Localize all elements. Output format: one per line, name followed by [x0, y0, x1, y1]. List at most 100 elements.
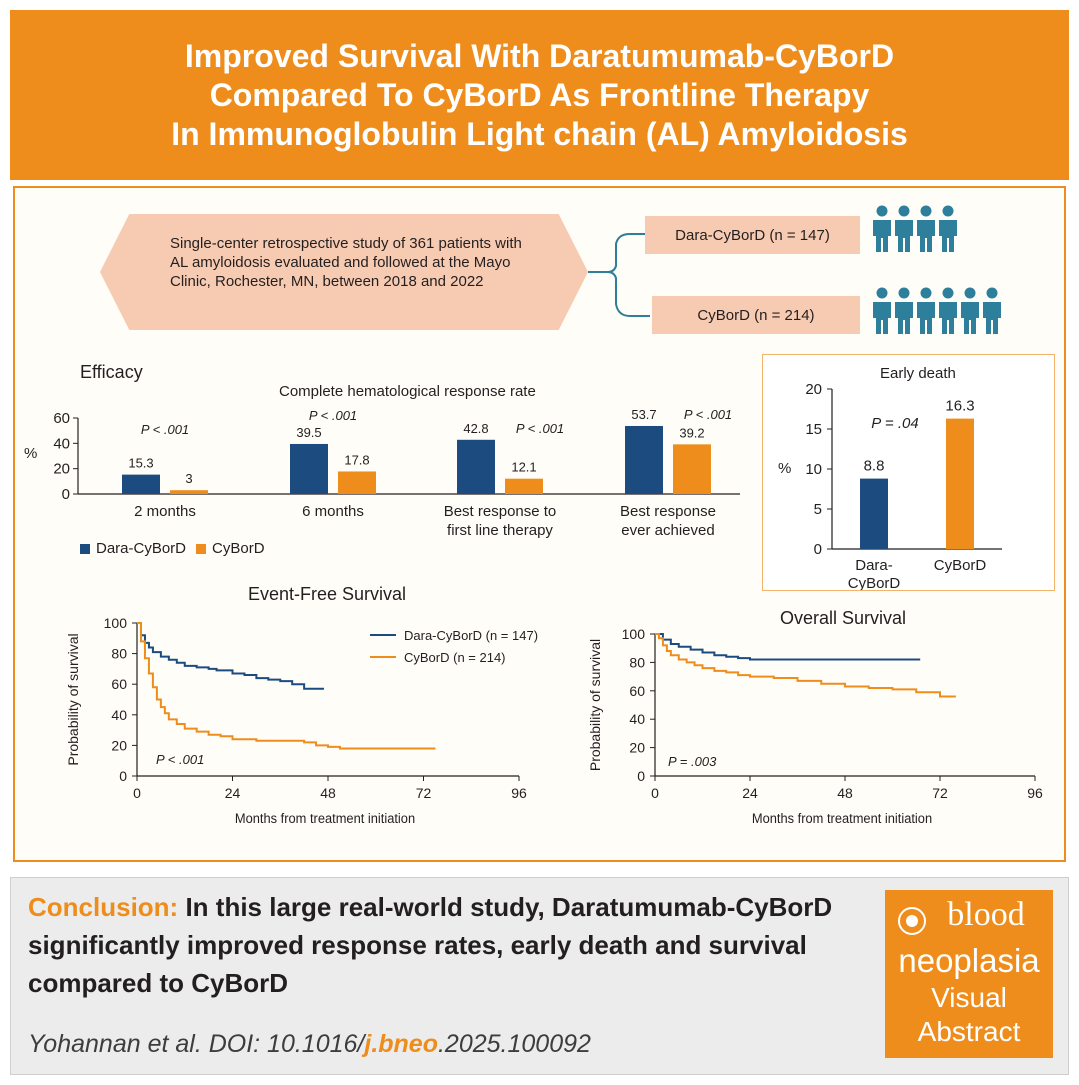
legend-label-dara: Dara-CyBorD	[96, 540, 187, 557]
x-tick-label: 24	[742, 785, 758, 801]
journal-brand-box: blood neoplasia Visual Abstract	[885, 890, 1053, 1058]
y-axis-label: %	[778, 460, 791, 477]
people-icon	[873, 205, 957, 252]
y-axis-label: %	[24, 445, 37, 462]
efs-km-chart: 0 20 40 60 80 100 0 24 48 72 96 Months from treatme…	[65, 615, 538, 827]
category-label: CyBorD	[934, 557, 987, 574]
title-banner: Improved Survival With Daratumumab-CyBor…	[10, 10, 1069, 180]
y-tick-label: 20	[53, 461, 70, 478]
bar-value-label: 17.8	[344, 452, 369, 467]
y-tick-label: 0	[637, 768, 645, 784]
category-label: 6 months	[302, 503, 364, 520]
y-tick-label: 0	[119, 768, 127, 784]
person-icon	[983, 287, 1001, 334]
y-axis-label: Probability of survival	[587, 639, 603, 771]
brand-neoplasia: neoplasia	[898, 942, 1040, 979]
y-axis-label: Probability of survival	[65, 633, 81, 765]
category-label: CyBorD	[848, 575, 901, 590]
bar-value-label: 42.8	[463, 421, 488, 436]
bar-cybord	[505, 478, 543, 494]
y-tick-label: 40	[53, 435, 70, 452]
bar-dara	[625, 425, 663, 494]
early-death-panel	[762, 354, 1055, 591]
legend-swatch-dara	[80, 543, 90, 554]
p-value: P < .001	[141, 422, 189, 437]
legend-label-cybord: CyBorD	[212, 540, 265, 557]
person-icon	[873, 205, 891, 252]
bar-value-label: 39.2	[679, 425, 704, 440]
p-value: P < .001	[309, 408, 357, 423]
arm-connector	[588, 233, 650, 317]
bar-value-label: 15.3	[128, 456, 153, 471]
x-tick-label: 0	[133, 785, 141, 801]
efs-title: Event-Free Survival	[248, 584, 407, 604]
bar-value-label: 3	[185, 471, 192, 486]
x-tick-label: 24	[225, 785, 241, 801]
bar-dara	[290, 443, 328, 494]
citation-journal: j.bneo	[364, 1030, 438, 1058]
bar-dara	[122, 474, 160, 494]
bar-cybord	[673, 444, 711, 494]
bar-cybord	[338, 471, 376, 494]
person-icon	[961, 287, 979, 334]
os-km-chart: 0 20 40 60 80 100 0 24 48 72 96 Months from treatme…	[587, 626, 1043, 827]
study-description-shape	[100, 214, 588, 330]
x-tick-label: 96	[1027, 785, 1043, 801]
person-icon	[873, 287, 891, 334]
study-description: Single-center retrospective study of 361…	[170, 235, 522, 290]
efficacy-section-title: Efficacy	[80, 362, 143, 382]
y-tick-label: 0	[62, 486, 70, 503]
y-tick-label: 100	[622, 626, 646, 642]
p-value: P < .001	[516, 421, 564, 436]
legend-label: CyBorD (n = 214)	[404, 650, 506, 665]
y-tick-label: 0	[814, 541, 822, 558]
person-icon	[939, 205, 957, 252]
y-tick-label: 40	[629, 711, 645, 727]
citation-suffix: .2025.100092	[437, 1030, 591, 1058]
bar-dara	[860, 478, 888, 549]
y-tick-label: 40	[111, 707, 127, 723]
bar-value-label: 12.1	[511, 460, 536, 475]
y-tick-label: 20	[629, 740, 645, 756]
bar-dara	[457, 439, 495, 494]
person-icon	[917, 287, 935, 334]
efficacy-legend: Dara-CyBorD CyBorD	[80, 540, 265, 557]
y-tick-label: 100	[104, 615, 128, 631]
citation-prefix: Yohannan et al. DOI: 10.1016/	[28, 1030, 365, 1058]
y-tick-label: 80	[111, 646, 127, 662]
km-curve-dara	[137, 622, 325, 690]
y-tick-label: 60	[629, 683, 645, 699]
efficacy-chart-title: Complete hematological response rate	[279, 383, 536, 400]
p-value: P = .003	[668, 754, 717, 769]
category-label: Best response	[620, 503, 716, 520]
km-curve-dara	[655, 633, 921, 661]
y-tick-label: 60	[111, 676, 127, 692]
bar-value-label: 53.7	[631, 407, 656, 422]
x-axis-label: Months from treatment initiation	[235, 811, 415, 827]
title-line-2: Compared To CyBorD As Frontline Therapy	[209, 76, 870, 113]
y-tick-label: 10	[805, 461, 822, 478]
x-tick-label: 48	[320, 785, 336, 801]
x-tick-label: 48	[837, 785, 853, 801]
category-label: Dara-	[855, 557, 893, 574]
category-label: 2 months	[134, 503, 196, 520]
citation: Yohannan et al. DOI: 10.1016/j.bneo.2025…	[28, 1030, 591, 1059]
x-axis-label: Months from treatment initiation	[752, 811, 932, 827]
title-line-1: Improved Survival With Daratumumab-CyBor…	[184, 37, 895, 74]
p-value: P < .001	[156, 752, 204, 767]
bar-value-label: 39.5	[296, 425, 321, 440]
category-label: Best response to	[444, 503, 557, 520]
p-value: P < .001	[684, 407, 732, 422]
y-tick-label: 80	[629, 654, 645, 670]
arm-dara-box: Dara-CyBorD (n = 147)	[645, 216, 860, 254]
y-tick-label: 15	[805, 421, 822, 438]
bar-value-label: 16.3	[945, 398, 974, 415]
person-icon	[895, 205, 913, 252]
x-tick-label: 96	[511, 785, 527, 801]
early-death-title: Early death	[880, 365, 956, 382]
conclusion: Conclusion: In this large real-world stu…	[28, 888, 868, 1002]
x-tick-label: 72	[932, 785, 948, 801]
person-icon	[895, 287, 913, 334]
journal-seal-icon	[898, 907, 926, 935]
